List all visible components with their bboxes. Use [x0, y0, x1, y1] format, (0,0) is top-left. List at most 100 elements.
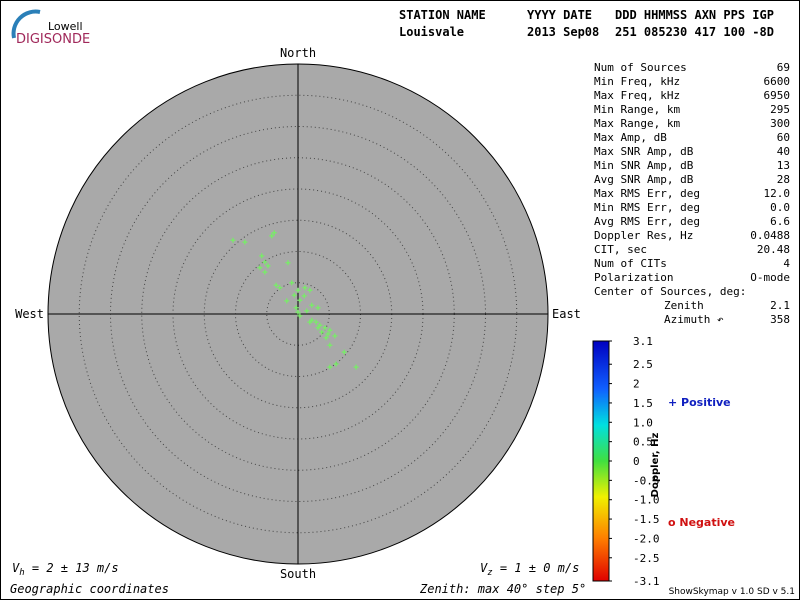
source-point [295, 309, 301, 315]
source-point [322, 325, 328, 331]
stat-label: Avg RMS Err, deg [594, 215, 700, 228]
source-point [293, 305, 299, 311]
velocity-h: Vh = 2 ± 13 m/s [12, 561, 119, 578]
stat-value: 6950 [764, 89, 791, 102]
source-point [295, 287, 301, 293]
legend-positive: + Positive [668, 396, 731, 409]
source-point [315, 305, 321, 311]
stat-label: Min RMS Err, deg [594, 201, 700, 214]
source-point [289, 280, 295, 286]
stat-label: Avg SNR Amp, dB [594, 173, 694, 186]
direction-label: West [15, 307, 44, 321]
stat-label: Max Amp, dB [594, 131, 667, 144]
stat-value: 6600 [764, 75, 791, 88]
stat-label: Min Range, km [594, 103, 680, 116]
header-value: 2013 Sep08 [527, 25, 599, 39]
colorbar-tick-label: -2.5 [633, 552, 660, 565]
colorbar-tick-label: -1.0 [633, 494, 660, 507]
source-point [302, 285, 308, 291]
source-point [262, 269, 268, 275]
stat-label: Azimuth ↶ [664, 313, 724, 326]
logo-top: Lowell [48, 20, 83, 33]
velocity-z: Vz = 1 ± 0 m/s [480, 561, 579, 578]
stat-label: Polarization [594, 271, 673, 284]
source-point [341, 349, 347, 355]
source-point [285, 260, 291, 266]
source-point [304, 308, 310, 314]
source-point [327, 342, 333, 348]
stat-heading: Center of Sources, deg: [594, 285, 746, 298]
header-label: STATION NAME [399, 8, 486, 22]
source-point [277, 285, 283, 291]
velocity-z-part: V [480, 561, 488, 575]
coords-note: Geographic coordinates [10, 582, 169, 596]
legend-negative: o Negative [668, 516, 735, 529]
velocity-h-part: h [19, 568, 24, 578]
colorbar-tick-label: 3.1 [633, 335, 653, 348]
direction-label: South [280, 567, 316, 581]
colorbar-tick-label: 2.5 [633, 358, 653, 371]
stat-value: 2.1 [770, 299, 790, 312]
source-point [269, 233, 275, 239]
colorbar-tick-label: -0.5 [633, 474, 660, 487]
stat-value: 40 [777, 145, 790, 158]
stat-label: Zenith [664, 299, 704, 312]
source-point [284, 298, 290, 304]
stat-value: 0.0488 [750, 229, 790, 242]
source-point [297, 313, 303, 319]
stat-label: Max Range, km [594, 117, 680, 130]
source-point [327, 327, 333, 333]
logo-bottom: DIGISONDE [16, 32, 90, 47]
stat-value: 358 [770, 313, 790, 326]
stat-value: 295 [770, 103, 790, 116]
stat-label: Doppler Res, Hz [594, 229, 693, 242]
stat-label: Max Freq, kHz [594, 89, 680, 102]
stat-label: CIT, sec [594, 243, 647, 256]
stat-label: Max SNR Amp, dB [594, 145, 694, 158]
source-point [325, 331, 331, 337]
stat-value: 60 [777, 131, 790, 144]
source-point [353, 364, 359, 370]
source-point [307, 287, 313, 293]
colorbar-tick-label: -2.0 [633, 532, 660, 545]
source-point [323, 335, 329, 341]
stat-value: 20.48 [757, 243, 790, 256]
header-value: Louisvale [399, 25, 464, 39]
zenith-note: Zenith: max 40° step 5° [419, 582, 586, 596]
stat-label: Min Freq, kHz [594, 75, 680, 88]
source-point [257, 265, 263, 271]
direction-label: North [280, 46, 316, 60]
source-point [242, 239, 248, 245]
source-point [271, 230, 277, 236]
stat-value: 69 [777, 61, 790, 74]
stat-value: 12.0 [764, 187, 791, 200]
stat-value: 6.6 [770, 215, 790, 228]
stat-label: Num of Sources [594, 61, 687, 74]
source-point [291, 292, 297, 298]
source-point [313, 319, 319, 325]
velocity-h-part: = 2 ± 13 m/s [25, 561, 119, 575]
source-point [315, 325, 321, 331]
source-point [309, 302, 315, 308]
stat-label: Min SNR Amp, dB [594, 159, 694, 172]
header-label: DDD HHMMSS AXN PPS IGP [615, 8, 774, 22]
source-point [273, 282, 279, 288]
velocity-h-part: V [12, 561, 20, 575]
source-point [259, 253, 265, 259]
colorbar-tick-label: 0 [633, 455, 640, 468]
source-point [262, 259, 268, 265]
stat-value: 4 [783, 257, 790, 270]
stat-label: Max RMS Err, deg [594, 187, 700, 200]
header-value: 251 085230 417 100 -8D [615, 25, 774, 39]
source-point [307, 319, 313, 325]
header-label: YYYY DATE [527, 8, 592, 22]
logo-arc [11, 9, 41, 39]
colorbar-tick-label: -1.5 [633, 513, 660, 526]
skymap: North South East West 3.1 2.5 2 1.5 1.0 0.5 0 -0.5 -… [10, 46, 795, 597]
velocity-z-part: z [487, 568, 492, 578]
source-point [230, 237, 236, 243]
direction-label: East [552, 307, 581, 321]
colorbar-label: Doppler, Hz [650, 433, 661, 498]
source-point [319, 329, 325, 335]
velocity-z-part: = 1 ± 0 m/s [493, 561, 580, 575]
